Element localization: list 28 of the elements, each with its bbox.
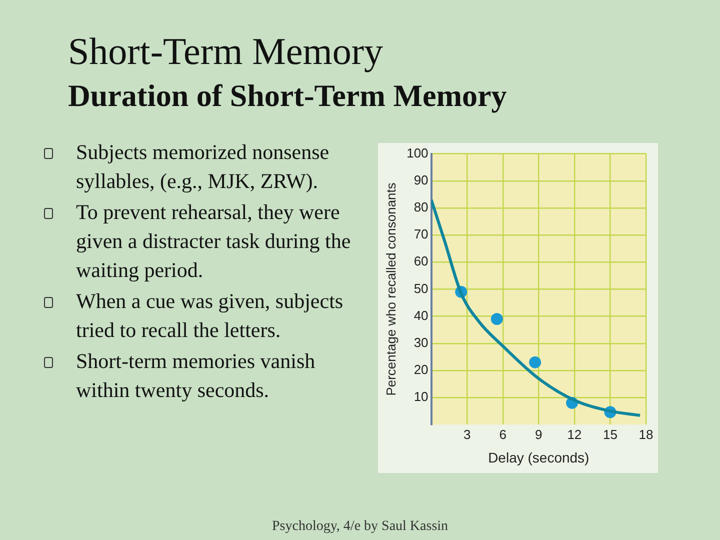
text: When a cue was given, subjects tried to recall the letters. [76, 288, 344, 344]
y-tick-label: 60 [414, 254, 428, 269]
x-tick-label: 18 [638, 426, 654, 442]
x-tick-label: 12 [567, 426, 582, 442]
y-tick-label: 70 [414, 226, 428, 242]
x-tick-label: 6 [499, 426, 506, 442]
y-tick-label: 40 [414, 308, 428, 323]
point [529, 356, 542, 368]
text: Short-term memories vanish within twenty seconds. [76, 348, 316, 404]
point [490, 312, 503, 325]
x-tick-label: 15 [602, 426, 618, 442]
y-axis-title: Percentage who recalled consonants [383, 182, 398, 396]
y-tick-label: 20 [414, 362, 428, 378]
y-tick-label: 100 [406, 145, 428, 160]
y-tick-label: 90 [414, 172, 428, 188]
text: Psychology, 4/e by Saul Kassin [272, 519, 448, 535]
text: To prevent rehearsal, they were given a distracter task during the waiting period. [76, 199, 352, 284]
x-tick-label: 9 [535, 426, 542, 442]
y-tick-label: 50 [414, 280, 428, 296]
x-axis-title: Delay (seconds) [488, 449, 590, 466]
y-tick-label: 30 [414, 334, 428, 350]
x-tick-label: 3 [463, 426, 471, 442]
chart-title: Short-Term Memory [68, 30, 384, 74]
y-tick-label: 80 [414, 200, 428, 215]
text: Subjects memorized nonsense syllables, (e.g., MJK, ZRW). [76, 139, 330, 195]
chart-subtitle: Duration of Short-Term Memory [68, 78, 507, 114]
line-series [431, 198, 642, 417]
y-tick-label: 10 [414, 389, 428, 404]
